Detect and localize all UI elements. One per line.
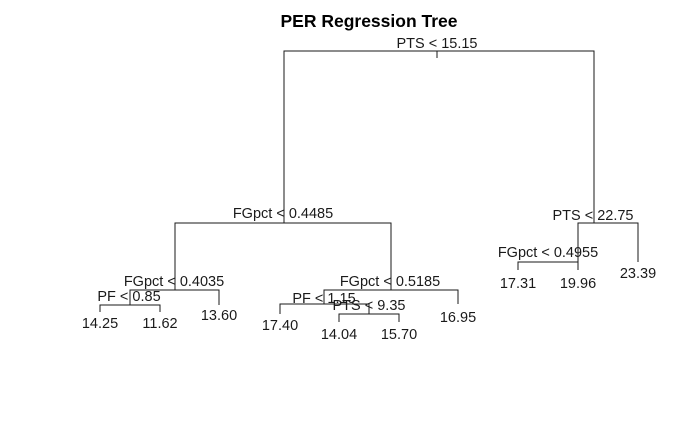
left-branch [174, 222, 392, 290]
split-label-root: PTS < 15.15 [396, 36, 477, 52]
split-label-right: PTS < 22.75 [552, 208, 633, 224]
split-label-right-left: FGpct < 0.4955 [498, 245, 598, 261]
leaf-value: 17.40 [262, 318, 298, 334]
tree-title: PER Regression Tree [280, 11, 457, 31]
leaf-value: 16.95 [440, 310, 476, 326]
left-right-left-branch [279, 303, 370, 314]
split-label-left: FGpct < 0.4485 [233, 206, 333, 222]
leaf-value: 23.39 [620, 266, 656, 282]
split-labels: PTS < 15.15 FGpct < 0.4485 PTS < 22.75 F… [97, 36, 633, 314]
leaf-value: 17.31 [500, 276, 536, 292]
leaf-values: 14.25 11.62 13.60 17.40 14.04 15.70 16.9… [82, 266, 656, 343]
split-label-left-left: FGpct < 0.4035 [124, 274, 224, 290]
root-branch [283, 50, 595, 223]
right-left-branch [517, 261, 579, 270]
left-right-branch [323, 289, 459, 304]
tree-edges [99, 50, 639, 322]
split-label-left-right-left-right: PTS < 9.35 [333, 298, 406, 314]
split-label-left-right: FGpct < 0.5185 [340, 274, 440, 290]
leaf-value: 19.96 [560, 276, 596, 292]
left-left-left-branch [99, 304, 161, 312]
leaf-value: 15.70 [381, 327, 417, 343]
split-label-left-right-left: PF < 1.15 [292, 291, 355, 307]
leaf-value: 13.60 [201, 308, 237, 324]
leaf-value: 11.62 [142, 316, 177, 332]
leaf-value: 14.04 [321, 327, 357, 343]
left-right-left-right-branch [338, 313, 400, 322]
leaf-value: 14.25 [82, 316, 118, 332]
left-left-branch [129, 289, 220, 305]
split-label-left-left-left: PF < 0.85 [97, 289, 160, 305]
right-branch [577, 222, 639, 262]
